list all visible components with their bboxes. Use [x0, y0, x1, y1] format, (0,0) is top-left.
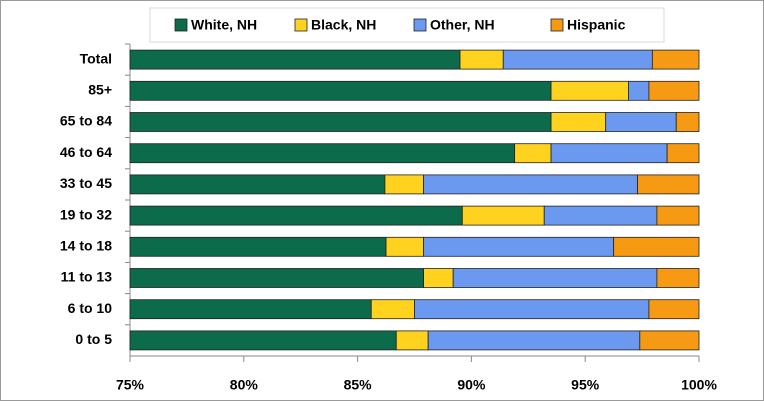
bar-segment [395, 330, 429, 351]
bar-segment [414, 299, 650, 320]
bar-segment [514, 143, 552, 164]
legend-swatch [550, 18, 564, 32]
bar-segment [129, 80, 552, 101]
bar-segment [648, 299, 700, 320]
bar-segment [605, 112, 677, 132]
bar-segment [651, 49, 700, 70]
bar-segment [656, 205, 700, 226]
bar-segment [423, 268, 454, 288]
bar-segment [370, 299, 415, 320]
bar-segment [550, 143, 668, 164]
bar-segment [129, 205, 463, 226]
y-tick-label: 46 to 64 [60, 144, 112, 160]
bar-segment [129, 236, 387, 257]
bar-segment [502, 49, 653, 70]
bar-segment [656, 268, 700, 288]
y-tick-label: Total [80, 50, 112, 66]
bar-segment [427, 330, 641, 351]
bar-segment [639, 330, 700, 351]
bar-segment [384, 174, 425, 195]
y-tick-label: 6 to 10 [68, 300, 113, 316]
y-tick-label: 65 to 84 [60, 113, 112, 129]
legend-label: Other, NH [430, 17, 495, 33]
bar-segment [129, 330, 397, 351]
legend-swatch [294, 18, 308, 32]
y-tick-label: 33 to 45 [60, 175, 112, 191]
legend-box [149, 7, 665, 43]
bar-segment [543, 205, 658, 226]
bar-segment [550, 80, 629, 101]
y-tick-label: 19 to 32 [60, 206, 112, 222]
bar-segment [385, 236, 425, 257]
bar-segment [452, 268, 658, 288]
legend-label: Hispanic [567, 17, 626, 33]
bar-segment [129, 268, 425, 288]
bar-segment [648, 80, 700, 101]
x-tick-label: 90% [457, 377, 486, 393]
x-tick-label: 80% [230, 377, 259, 393]
legend-label: Black, NH [311, 17, 376, 33]
legend-swatch [413, 18, 427, 32]
y-tick-label: 11 to 13 [61, 269, 113, 285]
bar-segment [129, 143, 516, 164]
bar-segment [461, 205, 545, 226]
bar-segment [550, 112, 607, 132]
legend-swatch [174, 18, 188, 32]
y-tick-label: 14 to 18 [60, 238, 112, 254]
bar-segment [637, 174, 700, 195]
bar-segment [129, 299, 372, 320]
bar-segment [129, 49, 461, 70]
x-tick-label: 75% [116, 377, 145, 393]
y-tick-label: 85+ [88, 82, 112, 98]
bar-segment [423, 174, 638, 195]
bar-segment [613, 236, 700, 257]
x-tick-label: 95% [571, 377, 600, 393]
x-tick-label: 85% [344, 377, 373, 393]
y-tick-label: 0 to 5 [75, 331, 112, 347]
legend-label: White, NH [191, 17, 257, 33]
bar-segment [628, 80, 650, 101]
bar-segment [129, 112, 552, 132]
bar-segment [675, 112, 700, 132]
bar-segment [459, 49, 504, 70]
bar-segment [666, 143, 700, 164]
x-tick-label: 100% [681, 377, 717, 393]
bar-segment [423, 236, 615, 257]
bar-segment [129, 174, 386, 195]
